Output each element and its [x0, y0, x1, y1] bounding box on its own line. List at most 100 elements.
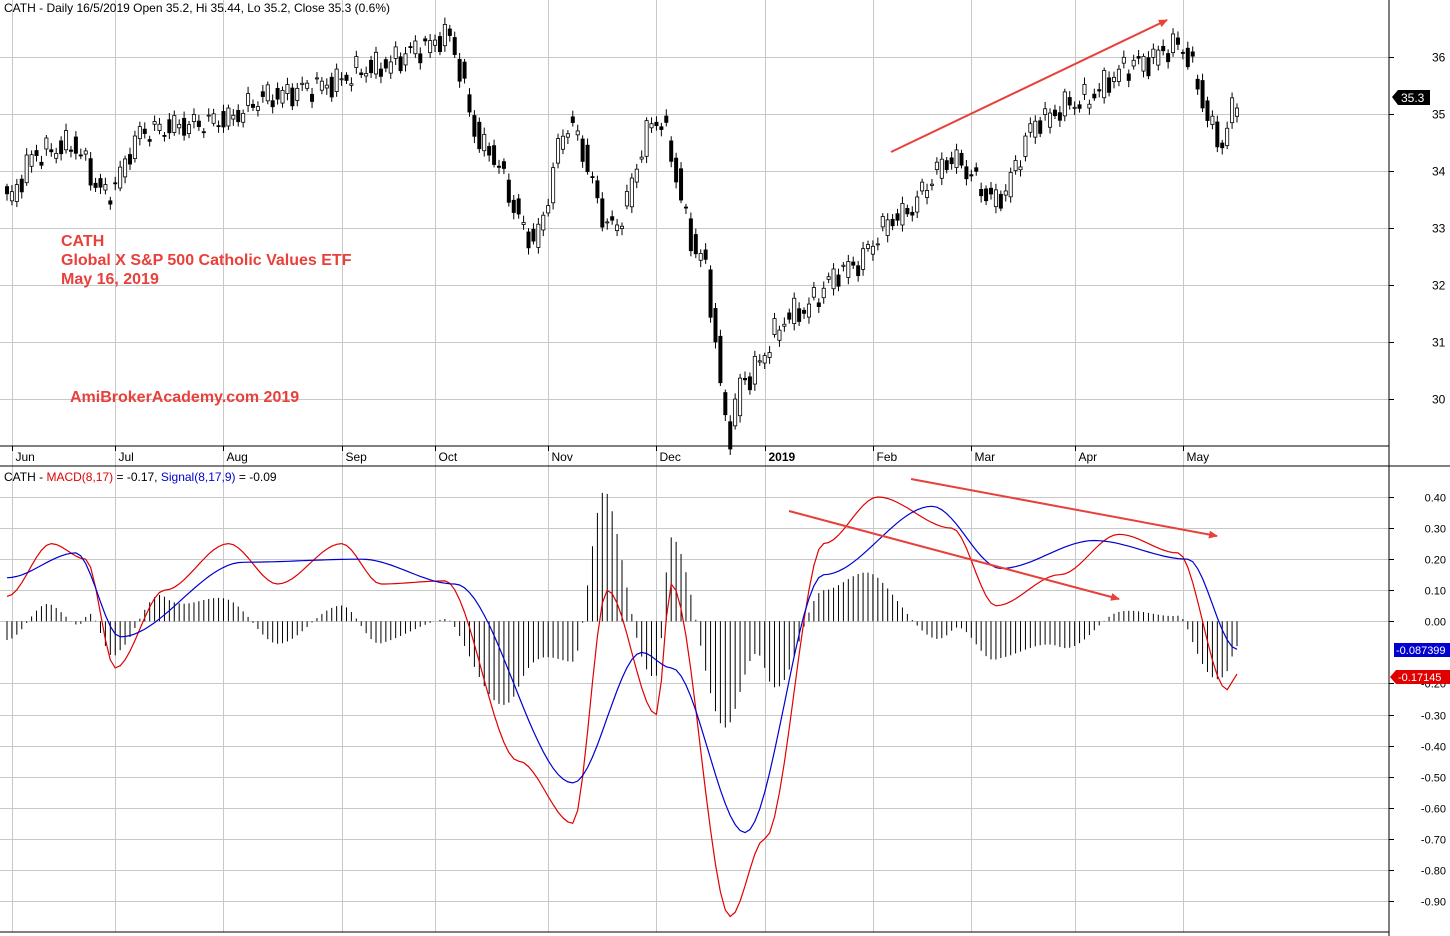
candle — [905, 204, 910, 217]
candle — [521, 215, 526, 230]
macd-tick-label: 0.00 — [1425, 617, 1446, 629]
candle — [1043, 101, 1048, 121]
candle — [767, 346, 772, 364]
candle — [369, 55, 374, 79]
candle — [821, 281, 826, 304]
candle — [177, 119, 182, 135]
candle — [1215, 115, 1220, 153]
candle — [64, 123, 69, 154]
candle — [83, 147, 88, 161]
price-tick-label: 32 — [1432, 279, 1446, 293]
candle — [388, 55, 393, 79]
candle — [221, 104, 226, 133]
candle — [718, 329, 723, 386]
macd-tick-label: 0.30 — [1425, 524, 1446, 536]
candle — [127, 147, 132, 170]
price-tick-label: 33 — [1432, 222, 1446, 236]
candle — [487, 142, 492, 162]
candle — [600, 192, 605, 232]
candle — [733, 393, 738, 430]
candle — [664, 109, 669, 127]
candle — [615, 218, 620, 237]
candle — [659, 122, 664, 137]
candle — [772, 312, 777, 338]
macd-legend-label: MACD(8,17) — [46, 470, 114, 484]
candle — [1038, 116, 1043, 138]
candle — [880, 213, 885, 232]
candle — [738, 373, 743, 423]
candle — [137, 121, 142, 146]
candle — [506, 173, 511, 207]
candle — [1190, 46, 1195, 63]
macd-axis-ticks: 0.400.300.200.100.00-0.20-0.30-0.40-0.50… — [1389, 493, 1446, 909]
candle — [792, 292, 797, 331]
candle — [191, 108, 196, 129]
candle — [167, 112, 172, 140]
candle — [1082, 77, 1087, 101]
candle — [964, 159, 969, 186]
macd-tick-label: -0.50 — [1421, 773, 1446, 785]
candle — [925, 183, 930, 205]
candle — [585, 138, 590, 175]
candle — [1067, 91, 1072, 110]
candle — [457, 52, 462, 88]
candle — [752, 350, 757, 391]
candle — [373, 46, 378, 79]
candle — [580, 135, 585, 168]
candle — [1052, 104, 1057, 119]
candle — [1013, 155, 1018, 175]
candle — [34, 144, 39, 162]
macd-tick-label: -0.90 — [1421, 897, 1446, 909]
candle — [472, 110, 477, 144]
candle — [816, 298, 821, 313]
candle — [364, 66, 369, 83]
candle — [1116, 64, 1121, 87]
candle — [757, 354, 762, 366]
price-tick-label: 31 — [1432, 336, 1446, 350]
candle — [984, 185, 989, 206]
macd-line — [6, 496, 1238, 918]
candle — [669, 136, 674, 168]
candle — [605, 218, 610, 230]
candle — [314, 72, 319, 84]
candle — [743, 371, 748, 385]
candle — [152, 115, 157, 132]
candle — [1175, 31, 1180, 51]
candle — [1205, 96, 1210, 128]
candle — [797, 302, 802, 326]
candle — [1166, 49, 1171, 69]
candle — [885, 213, 890, 243]
candle — [1097, 83, 1102, 98]
candle — [418, 47, 423, 70]
candle — [280, 86, 285, 108]
candle — [1171, 28, 1176, 57]
signal-value-tag: -0.087399 — [1394, 643, 1450, 657]
candle — [408, 42, 413, 54]
candle — [378, 62, 383, 84]
candle — [890, 214, 895, 231]
candle — [467, 88, 472, 117]
candle — [1003, 184, 1008, 202]
candle — [413, 35, 418, 58]
candle — [44, 134, 49, 156]
candle — [1185, 41, 1190, 70]
candle — [708, 265, 713, 323]
candle — [944, 156, 949, 174]
candle — [442, 17, 447, 52]
candle — [54, 147, 59, 164]
candle — [142, 122, 147, 139]
candle — [565, 130, 570, 144]
candle — [1141, 53, 1146, 78]
candle — [423, 35, 428, 46]
candle — [713, 302, 718, 349]
candle — [570, 110, 575, 127]
candle — [831, 263, 836, 296]
candle — [639, 150, 644, 163]
month-label: Nov — [552, 450, 573, 464]
candle — [516, 193, 521, 219]
candle — [447, 24, 452, 42]
candle — [934, 157, 939, 175]
candle — [182, 111, 187, 141]
candle — [861, 241, 866, 276]
